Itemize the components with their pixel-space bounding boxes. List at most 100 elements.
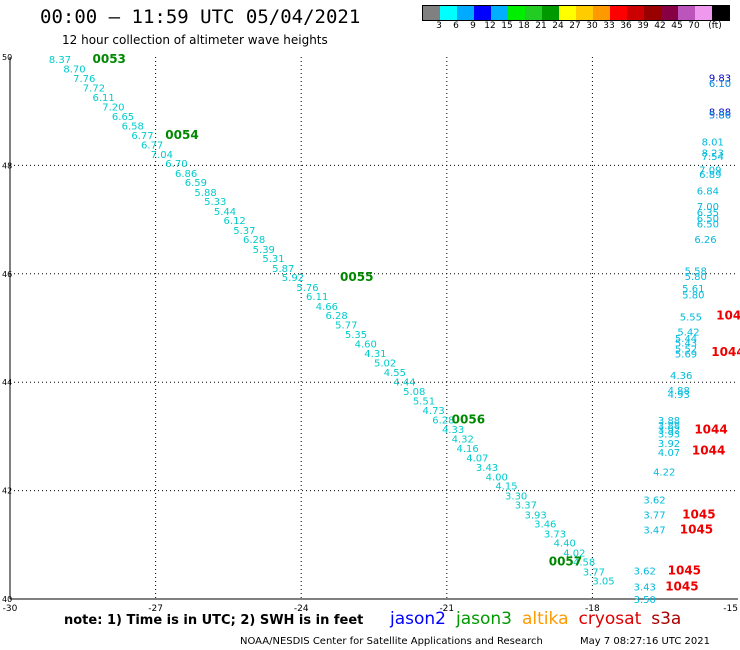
wave-height-label: 8.23 (702, 148, 724, 159)
wave-height-label: 4.00 (486, 473, 508, 484)
wave-height-label: 4.33 (442, 425, 464, 436)
wave-height-label: 5.52 (675, 345, 697, 356)
wave-height-label: 5.69 (675, 349, 697, 360)
wave-height-label: 3.46 (534, 520, 556, 531)
wave-height-label: 5.80 (682, 290, 704, 301)
wave-height-label: 8.70 (63, 64, 85, 75)
wave-height-label: 4.36 (670, 371, 692, 382)
wave-height-label: 3.62 (634, 566, 656, 577)
x-tick-label: -18 (585, 604, 600, 614)
wave-height-label: 5.87 (272, 264, 294, 275)
wave-height-label: 4.02 (563, 548, 585, 559)
wave-height-label: 5.80 (685, 272, 707, 283)
wave-height-label: 6.26 (694, 235, 716, 246)
satellite-label-altika: altika (522, 609, 569, 629)
x-tick-label: -30 (3, 604, 18, 614)
wave-height-label: 4.58 (573, 558, 595, 569)
satellite-label-jason3: jason3 (456, 609, 512, 629)
pass-time-label: 1045 (668, 563, 701, 577)
pass-time-label: 1045 (680, 523, 713, 537)
color-scale-label: 42 (654, 21, 666, 31)
wave-height-label: 6.28 (243, 235, 265, 246)
wave-height-label: 6.70 (165, 159, 187, 170)
wave-height-label: 4.15 (495, 482, 517, 493)
wave-height-label: 4.07 (658, 448, 680, 459)
wave-height-label: 3.77 (643, 510, 665, 521)
satellite-label-cryosat: cryosat (578, 609, 642, 629)
y-tick-label: 44 (2, 378, 12, 387)
wave-height-label: 5.43 (675, 339, 697, 350)
wave-height-label: 5.33 (204, 197, 226, 208)
wave-height-label: 6.28 (432, 416, 454, 427)
color-scale-label: 45 (671, 21, 683, 31)
wave-height-label: 3.93 (658, 430, 680, 441)
color-scale-label: 36 (620, 21, 632, 31)
y-tick-label: 48 (2, 161, 12, 170)
color-swatch (440, 6, 457, 20)
wave-height-label: 7.72 (83, 83, 105, 94)
wave-height-label: 6.50 (697, 214, 719, 225)
wave-height-label: 3.50 (634, 595, 656, 606)
wave-height-label: 6.28 (325, 311, 347, 322)
wave-height-label: 8.01 (702, 138, 724, 149)
wave-height-label: 4.22 (653, 468, 675, 479)
color-swatch (695, 6, 712, 20)
color-swatch (525, 6, 542, 20)
x-tick-label: -15 (723, 604, 738, 614)
wave-height-label: 7.00 (697, 202, 719, 213)
wave-height-label: 5.86 (709, 110, 731, 121)
x-tick-label: -24 (294, 604, 309, 614)
wave-height-label: 4.93 (668, 390, 690, 401)
wave-height-label: 3.73 (544, 529, 566, 540)
wave-height-label: 5.42 (677, 327, 699, 338)
wave-height-label: 6.11 (93, 93, 115, 104)
color-swatch (593, 6, 610, 20)
pass-time-label: 0055 (340, 270, 373, 284)
wave-height-label: 3.77 (583, 567, 605, 578)
wave-height-label: 6.89 (699, 170, 721, 181)
color-swatch (457, 6, 474, 20)
wave-height-label: 5.39 (253, 245, 275, 256)
wave-height-label: 4.07 (466, 454, 488, 465)
color-scale-label: 70 (688, 21, 700, 31)
wave-height-label: 6.35 (697, 208, 719, 219)
wave-height-label: 4.16 (457, 444, 479, 455)
color-scale-label: 27 (569, 21, 581, 31)
wave-height-label: 4.88 (668, 386, 690, 397)
pass-time-label: 0053 (93, 52, 126, 66)
wave-height-label: 5.61 (682, 284, 704, 295)
wave-height-label: 7.04 (151, 150, 173, 161)
pass-time-label: 0054 (165, 128, 198, 142)
wave-height-label: 6.58 (122, 121, 144, 132)
credit-text: NOAA/NESDIS Center for Satellite Applica… (240, 636, 543, 647)
wave-height-label: 7.54 (702, 152, 724, 163)
wave-height-label: 5.92 (282, 273, 304, 284)
wave-height-label: 3.88 (658, 421, 680, 432)
note-text: note: 1) Time is in UTC; 2) SWH is in fe… (64, 613, 364, 628)
color-swatch (559, 6, 576, 20)
color-swatch (678, 6, 695, 20)
wave-height-label: 5.76 (296, 283, 318, 294)
satellite-label-s3a: s3a (651, 609, 682, 629)
wave-height-label: 3.43 (476, 463, 498, 474)
color-swatch (474, 6, 491, 20)
wave-height-label: 4.44 (393, 378, 415, 389)
color-swatch (576, 6, 593, 20)
wave-height-label: 5.31 (262, 254, 284, 265)
wave-height-label: 3.92 (658, 439, 680, 450)
wave-height-label: 7.76 (73, 74, 95, 85)
wave-height-label: 6.77 (141, 140, 163, 151)
wave-height-label: 4.55 (384, 368, 406, 379)
wave-height-label: 6.12 (224, 216, 246, 227)
color-swatch (423, 6, 440, 20)
color-swatch (542, 6, 559, 20)
wave-height-label: 3.43 (634, 583, 656, 594)
color-scale-label: 3 (436, 21, 442, 31)
wave-height-label: 3.05 (592, 577, 614, 588)
wave-height-label: 3.93 (524, 510, 546, 521)
pass-time-label: 1044 (711, 345, 740, 359)
wave-height-label: 3.62 (643, 495, 665, 506)
wave-height-label: 5.44 (675, 334, 697, 345)
wave-height-label: 4.66 (316, 302, 338, 313)
